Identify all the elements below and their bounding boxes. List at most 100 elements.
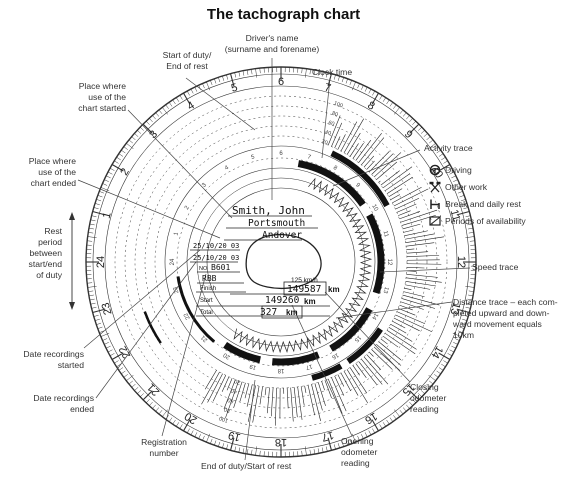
leader-line: [95, 261, 197, 399]
registration-suffix: RBB: [202, 274, 217, 283]
tick: [434, 374, 439, 378]
speed-spike: [404, 287, 412, 291]
leader-lines: [69, 58, 471, 461]
hour-label: 20: [183, 410, 200, 427]
speed-spike: [405, 280, 437, 287]
hour-label: 6: [278, 76, 284, 88]
leader-line: [379, 267, 471, 273]
tick: [87, 282, 93, 284]
tick: [229, 437, 235, 451]
speed-spike: [406, 255, 440, 258]
tick: [96, 199, 102, 202]
speed-spike: [321, 381, 325, 391]
speed-spike: [386, 330, 417, 350]
speed-spike: [358, 361, 378, 385]
hour-label: 16: [363, 410, 380, 427]
speed-unit-label: 125 km/h: [291, 277, 318, 284]
hatched-box-icon: [429, 216, 441, 226]
speed-spike: [378, 341, 402, 361]
tick: [186, 428, 190, 434]
tick: [183, 419, 191, 432]
tick: [242, 448, 245, 454]
speed-mark: 100: [333, 101, 344, 110]
tick: [114, 360, 119, 364]
hour-label: 2: [118, 166, 131, 177]
speed-spike: [396, 311, 426, 324]
tick: [142, 123, 153, 134]
tick: [468, 232, 474, 234]
tick: [451, 175, 457, 179]
tick: [423, 387, 428, 391]
legend-item-availability: Periods of availability: [429, 216, 526, 226]
hour-label: 11: [448, 208, 463, 222]
total-km-unit: km: [286, 308, 298, 317]
tick: [176, 97, 180, 102]
tick: [145, 120, 150, 125]
speed-spike: [349, 143, 359, 157]
label-registration: Registration number: [141, 437, 187, 458]
tick: [313, 449, 316, 455]
speed-spike: [400, 209, 438, 223]
inner-hour-label: 12: [386, 259, 392, 266]
tick: [152, 115, 156, 120]
tick: [465, 286, 475, 288]
tick: [394, 409, 400, 417]
speed-spike: [366, 354, 382, 370]
tick: [399, 410, 404, 415]
tick: [371, 92, 379, 105]
tick: [301, 68, 303, 74]
tick: [116, 157, 121, 161]
inner-hour-label: 2: [184, 204, 191, 210]
tick: [202, 83, 205, 89]
tick: [372, 428, 376, 434]
hour-label: 14: [429, 344, 446, 361]
tick: [91, 306, 97, 309]
tick: [137, 390, 142, 394]
tick: [91, 215, 97, 218]
speed-spike: [346, 132, 361, 155]
tick: [426, 383, 431, 388]
tick: [100, 332, 110, 337]
tick: [454, 338, 460, 341]
tick: [402, 407, 407, 412]
speed-spike: [361, 358, 383, 385]
start-odometer: 149260: [265, 295, 300, 306]
leader-line: [324, 291, 411, 383]
finish-odometer: 149587: [287, 284, 321, 295]
tick: [428, 375, 436, 381]
tick: [162, 107, 168, 115]
speed-spike: [264, 387, 267, 396]
speed-spike: [225, 380, 240, 419]
tick: [168, 417, 173, 422]
speed-spike: [221, 376, 230, 392]
tick: [349, 438, 352, 444]
speed-spike: [259, 386, 263, 405]
tick: [454, 183, 460, 186]
tick: [158, 410, 163, 415]
steering-wheel-icon: [429, 164, 441, 176]
activity-band: [271, 351, 320, 366]
tick: [341, 77, 344, 83]
hour-label: 24: [95, 256, 107, 268]
tick: [99, 191, 105, 194]
tick: [386, 99, 390, 105]
tick: [436, 149, 441, 154]
speed-spike: [204, 370, 217, 390]
speed-spike: [396, 203, 417, 213]
tick: [114, 160, 119, 164]
leader-line: [127, 109, 233, 219]
tick: [456, 210, 470, 216]
finish-label: Finish: [200, 286, 216, 292]
tick: [325, 72, 328, 78]
speed-spike: [406, 248, 415, 251]
tick: [418, 393, 423, 398]
tick: [190, 430, 194, 436]
hour-label: 17: [320, 428, 335, 443]
tick: [428, 143, 436, 149]
speed-spike: [371, 349, 393, 370]
speed-spike: [337, 134, 346, 150]
speed-spike: [405, 277, 442, 283]
tick: [194, 86, 198, 92]
tick: [321, 71, 324, 77]
